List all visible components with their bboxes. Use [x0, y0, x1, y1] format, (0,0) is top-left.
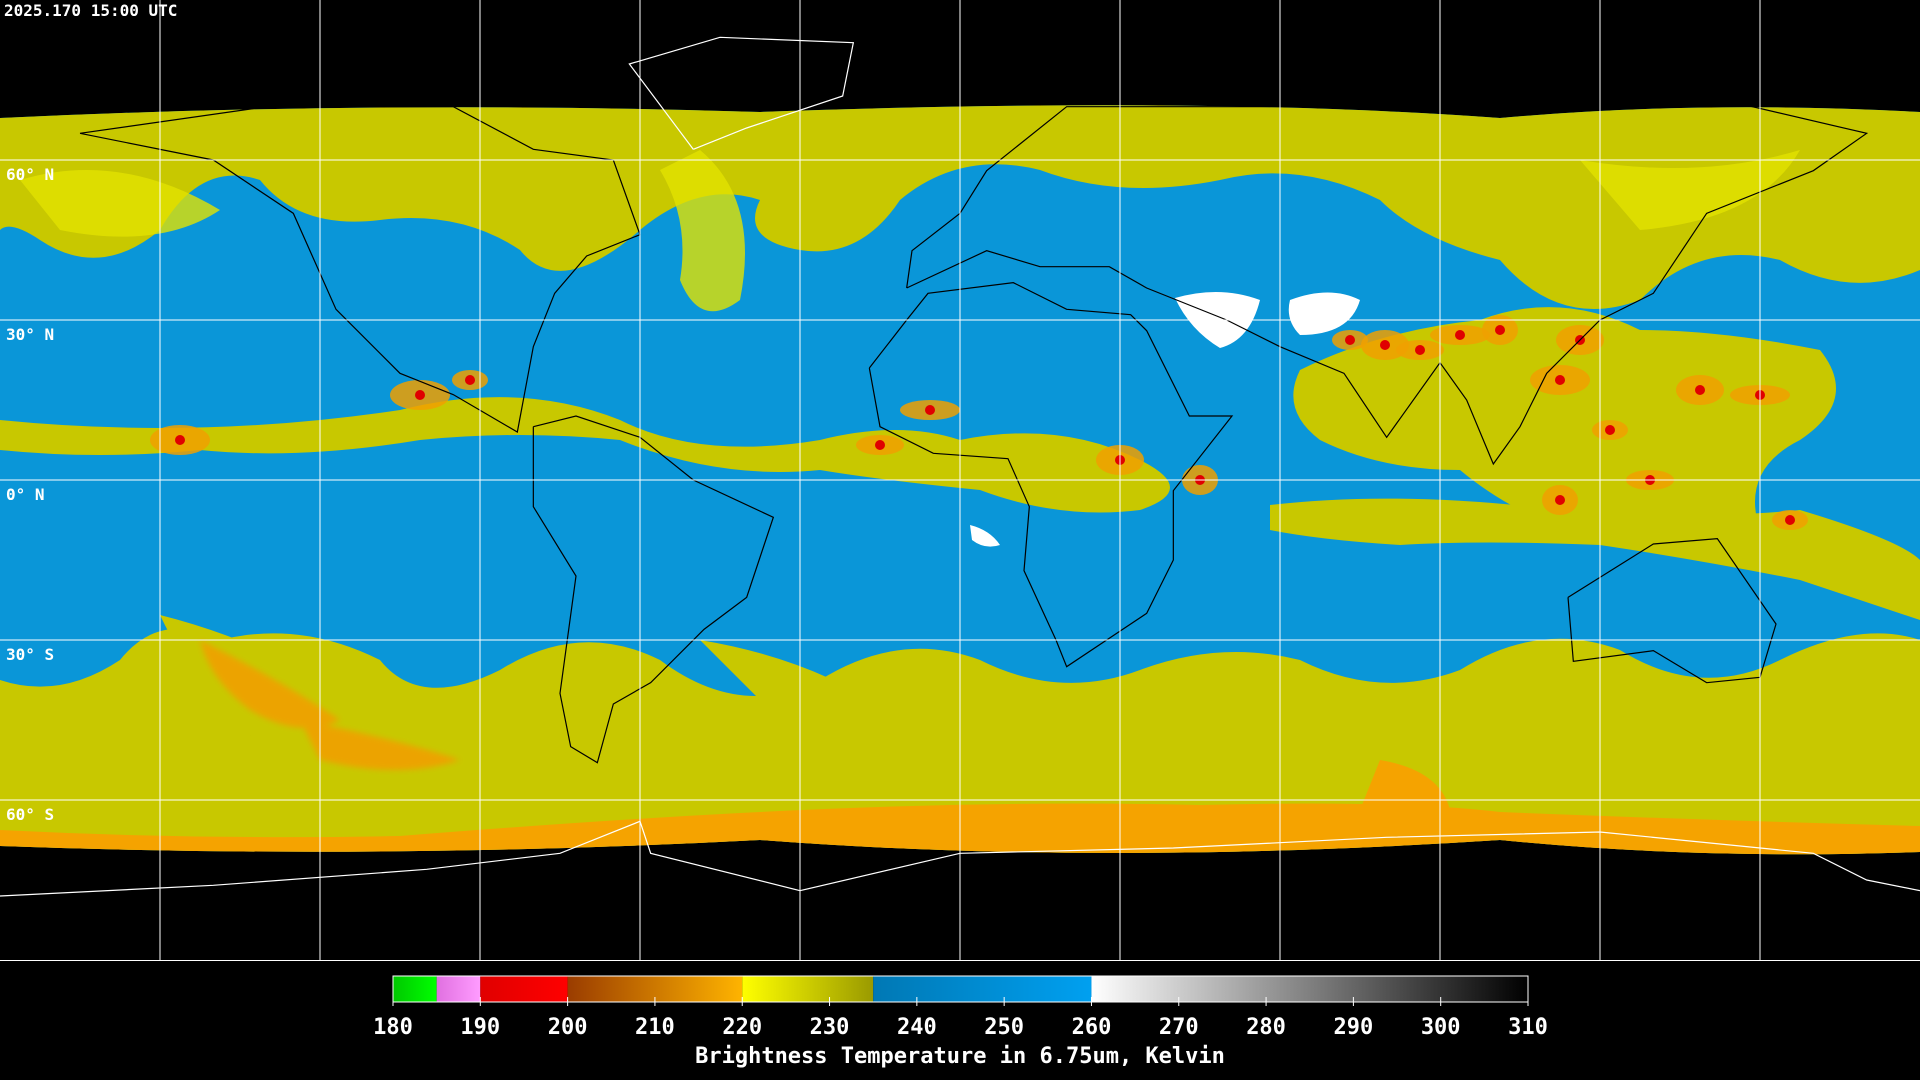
convective-cells	[150, 315, 1808, 530]
storm-core	[925, 405, 935, 415]
storm-core	[1555, 375, 1565, 385]
latitude-labels: 60° N 30° N 0° N 30° S 60° S	[6, 165, 54, 824]
colorbar-tick-label: 290	[1334, 1015, 1374, 1040]
cold-tops-south	[200, 640, 460, 770]
storm-core	[1495, 325, 1505, 335]
storm-core	[1695, 385, 1705, 395]
coastline	[868, 282, 1234, 668]
latitude-label: 60° S	[6, 805, 54, 824]
colorbar-tick-label: 200	[548, 1015, 588, 1040]
storm-core	[175, 435, 185, 445]
coastline	[906, 79, 1869, 466]
north-streak	[20, 150, 1800, 312]
latitude-label: 0° N	[6, 485, 45, 504]
itcz	[0, 397, 1170, 513]
colorbar-tick-label: 270	[1159, 1015, 1199, 1040]
colorbar-segment	[1091, 976, 1528, 1002]
colorbar-segment	[436, 976, 481, 1002]
storm-core	[1415, 345, 1425, 355]
colorbar-title: Brightness Temperature in 6.75um, Kelvin	[695, 1044, 1225, 1069]
coastline	[532, 415, 775, 764]
coastline	[628, 36, 855, 150]
map-frame	[0, 960, 1920, 961]
monsoon	[1293, 307, 1836, 548]
colorbar-tick-label: 250	[984, 1015, 1024, 1040]
colorbar-segment	[742, 976, 874, 1002]
colorbar-tick-label: 230	[810, 1015, 850, 1040]
storm-core	[875, 440, 885, 450]
storm-core	[1345, 335, 1355, 345]
colorbar-segment	[480, 976, 568, 1002]
colorbar-tick-label: 220	[722, 1015, 762, 1040]
storm-core	[415, 390, 425, 400]
colorbar-tick-label: 190	[460, 1015, 500, 1040]
coastline	[0, 820, 1920, 897]
latitude-label: 30° S	[6, 645, 54, 664]
colorbar-tick-label: 280	[1246, 1015, 1286, 1040]
colorbar-tick-label: 240	[897, 1015, 937, 1040]
storm-core	[1455, 330, 1465, 340]
graticule	[0, 0, 1920, 960]
dry-arabia	[970, 291, 1360, 547]
latitude-label: 60° N	[6, 165, 54, 184]
colorbar-tick-label: 310	[1508, 1015, 1548, 1040]
colorbar-segment	[393, 976, 437, 1002]
colorbar-frame	[392, 975, 1529, 1003]
storm-core	[1380, 340, 1390, 350]
timestamp: 2025.170 15:00 UTC	[4, 1, 177, 20]
south-tropics	[1270, 498, 1920, 620]
map: 60° N 30° N 0° N 30° S 60° S 2025.170 15:00 …	[0, 0, 1920, 960]
storm-core	[465, 375, 475, 385]
colorbar: Brightness Temperature in 6.75um, Kelvin…	[373, 975, 1548, 1069]
colorbar-tick-label: 300	[1421, 1015, 1461, 1040]
colorbar-tick-label: 260	[1072, 1015, 1112, 1040]
colorbar-tick-label: 180	[373, 1015, 413, 1040]
colorbar-tick-label: 210	[635, 1015, 675, 1040]
latitude-label: 30° N	[6, 325, 54, 344]
storm-core	[1555, 495, 1565, 505]
storm-core	[1605, 425, 1615, 435]
colorbar-segment	[873, 976, 1092, 1002]
storm-core	[1785, 515, 1795, 525]
